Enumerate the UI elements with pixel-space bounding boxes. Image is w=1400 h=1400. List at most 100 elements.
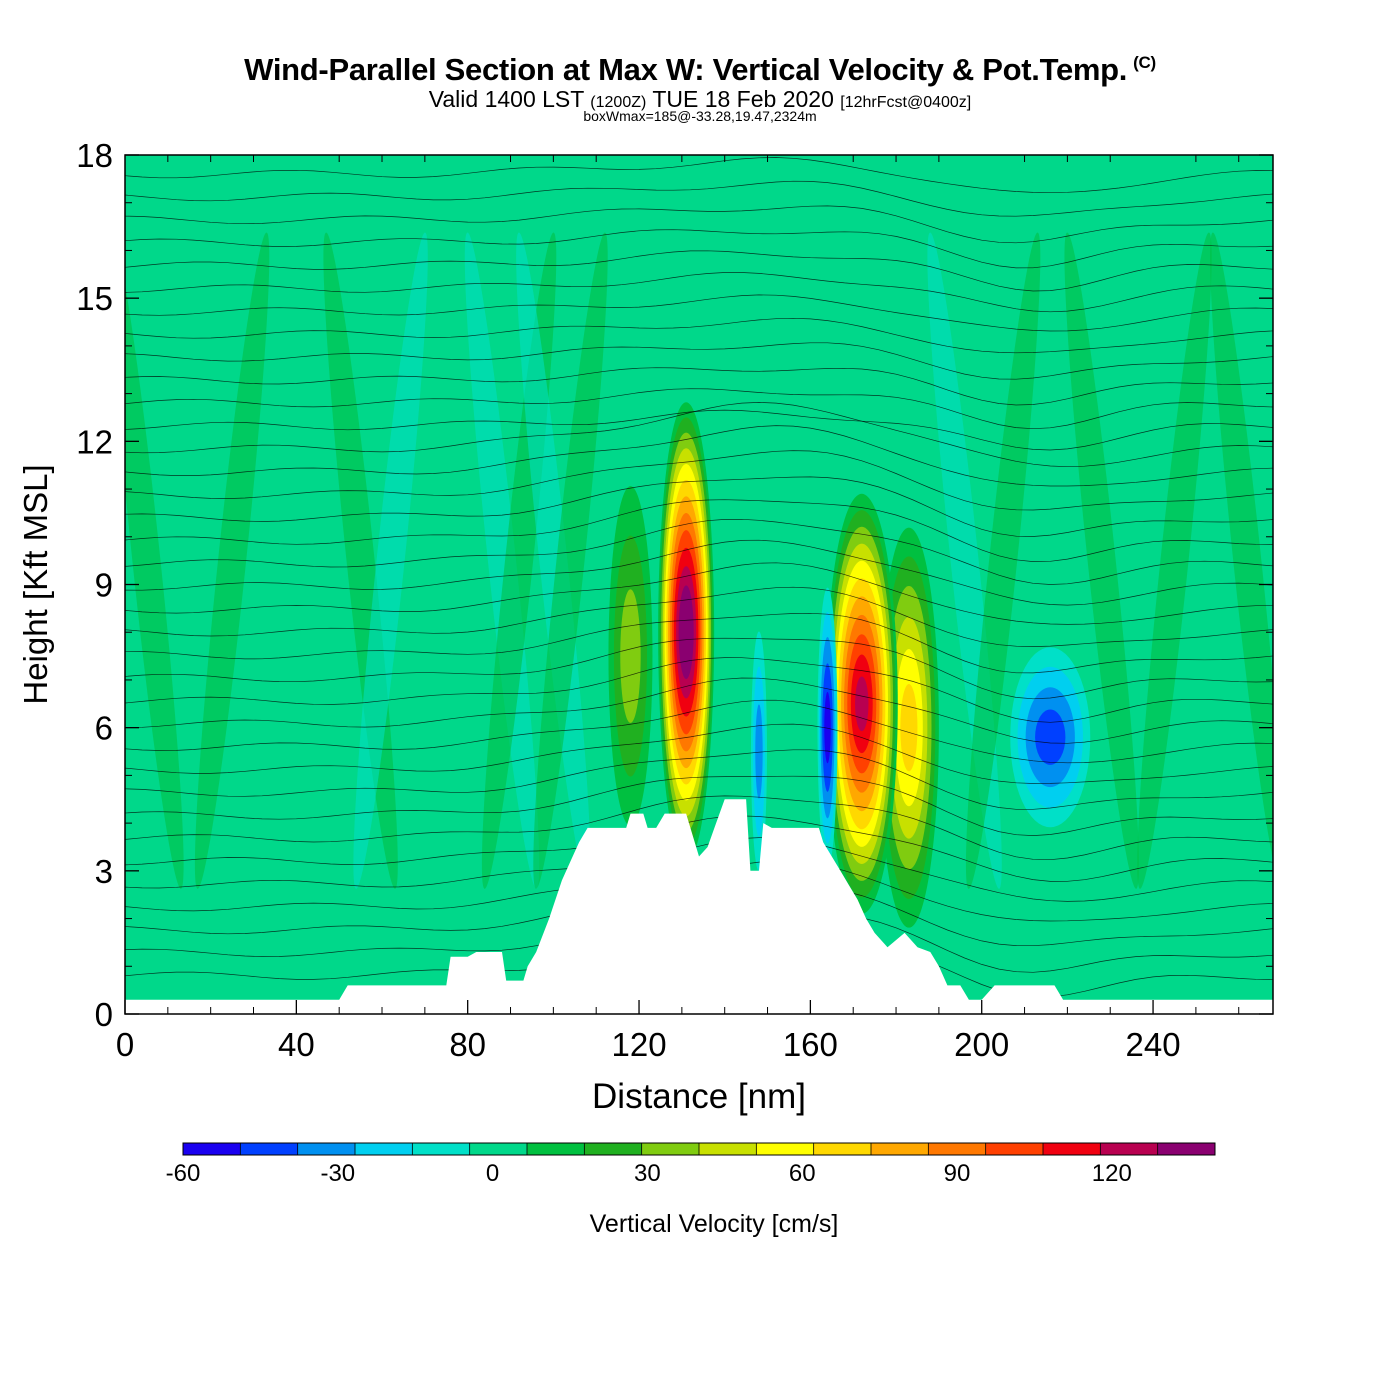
colorbar-tick-label: 30	[634, 1160, 661, 1187]
colorbar: -60 -30 0 30 60 90 120 Vertical Velocity [cm/s]	[166, 1142, 1216, 1238]
chart-title: Wind-Parallel Section at Max W: Vertical…	[0, 52, 1400, 88]
colorbar-swatch	[756, 1143, 815, 1155]
y-tick-label: 6	[95, 710, 113, 747]
colorbar-swatch	[928, 1143, 987, 1155]
theta-contour	[125, 699, 1273, 764]
theta-contour	[125, 539, 1273, 606]
updraft-cell	[681, 606, 691, 659]
colorbar-swatch	[297, 1143, 356, 1155]
chart-subtitle: Valid 1400 LST (1200Z) TUE 18 Feb 2020 […	[0, 86, 1400, 113]
copyright-mark: (C)	[1133, 53, 1156, 72]
colorbar-swatch	[527, 1143, 585, 1155]
x-tick-label: 80	[449, 1026, 486, 1063]
theta-contour	[125, 367, 1273, 406]
theta-contour	[125, 402, 1273, 468]
weak-motion-streak	[194, 232, 270, 889]
valid-time: Valid 1400 LST	[428, 86, 584, 112]
theta-contour	[125, 425, 1273, 487]
colorbar-swatch	[240, 1143, 299, 1155]
colorbar-tick-label: 0	[486, 1160, 499, 1187]
x-tick-label: 240	[1126, 1026, 1181, 1063]
updraft-cell	[855, 676, 869, 732]
y-axis-label: Height [Kft MSL]	[17, 464, 54, 704]
theta-contour	[125, 612, 1273, 674]
colorbar-swatch	[469, 1143, 528, 1155]
theta-contour	[125, 586, 1273, 647]
theta-contour	[125, 272, 1273, 313]
colorbar-tick-label: -30	[320, 1160, 355, 1187]
valid-date: TUE 18 Feb 2020	[652, 86, 834, 112]
theta-contour	[125, 180, 1273, 217]
colorbar-tick-label: -60	[166, 1160, 201, 1187]
boxwmax-info: boxWmax=185@-33.28,19.47,2324m	[583, 108, 817, 124]
updraft-cell	[620, 589, 641, 723]
theta-contour	[125, 795, 1273, 861]
colorbar-swatch	[699, 1143, 757, 1155]
colorbar-tick-label: 60	[789, 1160, 816, 1187]
weak-motion-streak	[533, 232, 608, 889]
theta-contour	[125, 476, 1273, 537]
theta-contour	[125, 388, 1273, 430]
theta-contour	[125, 723, 1273, 784]
weak-motion-streak	[516, 232, 591, 889]
theta-contour	[125, 450, 1273, 511]
weak-motion-streak	[1210, 232, 1273, 889]
colorbar-swatch	[1043, 1143, 1101, 1155]
theta-contour	[125, 342, 1273, 380]
colorbar-label: Vertical Velocity [cm/s]	[590, 1210, 839, 1238]
weak-motion-streak	[1064, 232, 1139, 889]
x-tick-label: 200	[954, 1026, 1009, 1063]
colorbar-swatch	[641, 1143, 700, 1155]
weak-motion-streak	[125, 232, 184, 889]
forecast-info: [12hrFcst@0400z]	[840, 94, 972, 111]
terrain	[125, 799, 1273, 1014]
updraft-cell	[900, 684, 918, 772]
x-tick-label: 160	[783, 1026, 838, 1063]
colorbar-swatch	[985, 1143, 1044, 1155]
theta-contour	[125, 657, 1273, 723]
colorbar-swatch	[584, 1143, 643, 1155]
weak-motion-streak	[353, 232, 428, 889]
theta-contour	[125, 677, 1273, 744]
colorbar-swatch	[871, 1143, 929, 1155]
chart-title-main: Wind-Parallel Section at Max W: Vertical…	[244, 52, 1128, 87]
colorbar-swatch	[813, 1143, 872, 1155]
theta-contour	[125, 294, 1273, 332]
x-tick-label: 40	[278, 1026, 315, 1063]
y-tick-label: 12	[76, 423, 113, 460]
theta-contour	[125, 518, 1273, 585]
colorbar-swatch	[1157, 1143, 1216, 1155]
theta-contour	[125, 562, 1273, 625]
theta-contour	[125, 837, 1273, 902]
theta-contour	[125, 499, 1273, 562]
downdraft-cell	[824, 692, 831, 764]
theta-contour	[125, 205, 1273, 244]
y-tick-label: 18	[76, 137, 113, 174]
x-tick-label: 120	[611, 1026, 666, 1063]
weak-motion-streak	[464, 232, 540, 889]
downdraft-cell	[1035, 709, 1066, 765]
theta-contour	[125, 317, 1273, 354]
theta-contour	[125, 775, 1273, 836]
theta-contour	[125, 157, 1273, 194]
theta-contour	[125, 749, 1273, 810]
theta-contour	[125, 637, 1273, 700]
theta-contour	[125, 229, 1273, 269]
downdraft-cell	[755, 704, 763, 799]
plot-area	[125, 155, 1273, 1014]
colorbar-swatch	[412, 1143, 471, 1155]
y-tick-label: 3	[95, 853, 113, 890]
colorbar-swatch	[183, 1143, 241, 1155]
axes: 0 40 80 120 160 200 240 0 3 6 9 12 15 18 Distance [nm]…	[17, 137, 1273, 1116]
theta-contour	[125, 815, 1273, 882]
weak-motion-streak	[1137, 232, 1212, 889]
colorbar-tick-label: 120	[1092, 1160, 1132, 1187]
theta-contour	[125, 250, 1273, 292]
x-axis-label: Distance [nm]	[592, 1077, 806, 1116]
y-tick-label: 0	[95, 996, 113, 1033]
weak-motion-streak	[965, 232, 1041, 889]
y-tick-label: 15	[76, 280, 113, 317]
colorbar-swatch	[355, 1143, 413, 1155]
colorbar-tick-label: 90	[944, 1160, 971, 1187]
